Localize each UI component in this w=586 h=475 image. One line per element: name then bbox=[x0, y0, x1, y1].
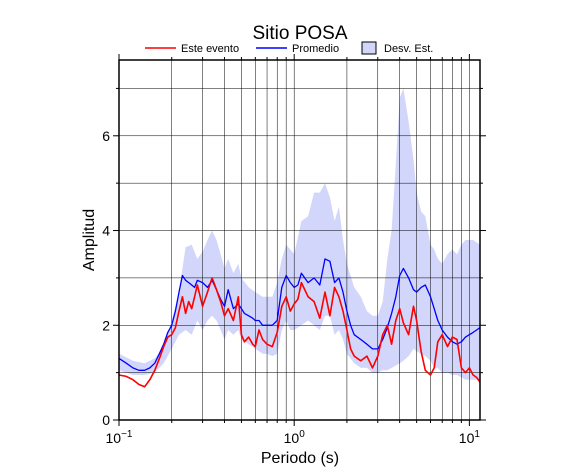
plot-frame bbox=[118, 59, 481, 421]
x-tick-label: 100 bbox=[284, 429, 306, 446]
y-tick-label: 0 bbox=[102, 412, 110, 428]
y-tick-label: 2 bbox=[102, 317, 110, 333]
std-band bbox=[119, 88, 480, 380]
x-axis-label: Periodo (s) bbox=[261, 450, 339, 467]
legend-label: Desv. Est. bbox=[384, 43, 433, 55]
legend: Este evento Promedio Desv. Est. bbox=[145, 41, 433, 55]
y-tick-label: 6 bbox=[102, 128, 110, 144]
x-tick-label: 10−1 bbox=[106, 429, 133, 446]
series-layer bbox=[118, 258, 481, 388]
legend-label: Este evento bbox=[181, 43, 239, 55]
y-axis-label: Amplitud bbox=[81, 209, 98, 271]
y-tick-label: 4 bbox=[102, 223, 110, 239]
plot-area: 0 2 4 6 10−1 100 101 bbox=[102, 54, 486, 446]
legend-label: Promedio bbox=[292, 43, 339, 55]
grid-layer bbox=[118, 60, 480, 420]
chart-title: Sitio POSA bbox=[252, 23, 347, 44]
legend-swatch-box bbox=[361, 41, 377, 55]
series-line-event bbox=[118, 277, 481, 388]
tick-layer: 0 2 4 6 10−1 100 101 bbox=[102, 54, 486, 446]
x-tick-label: 101 bbox=[459, 429, 481, 446]
series-line-mean bbox=[118, 258, 481, 371]
std-band-layer bbox=[119, 88, 480, 380]
